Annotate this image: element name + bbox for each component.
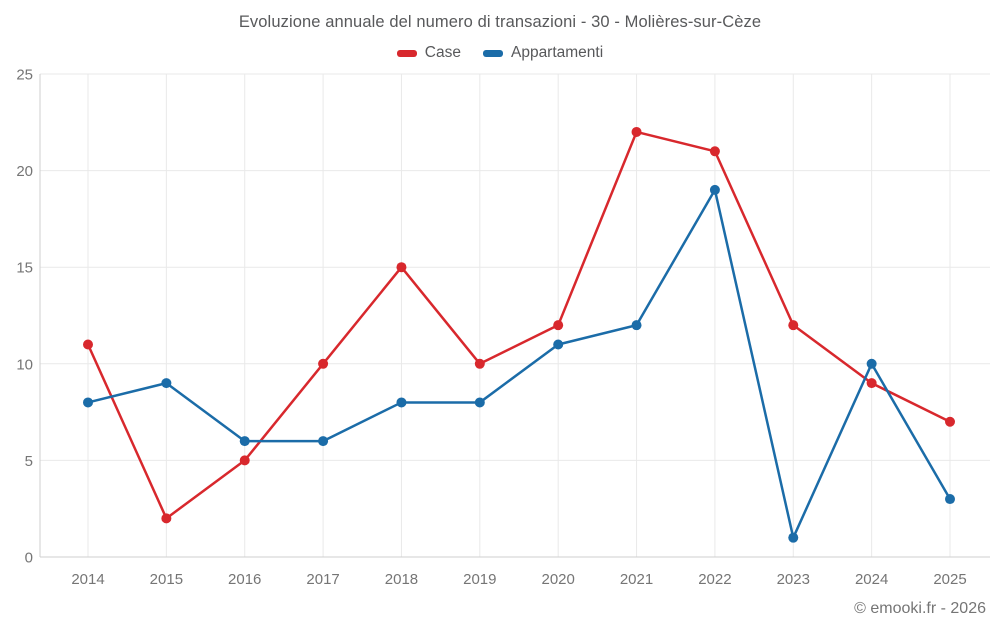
- x-tick-label-2024: 2024: [855, 571, 888, 588]
- data-point-case-2016[interactable]: [239, 455, 250, 466]
- legend-item-appartamenti[interactable]: Appartamenti: [482, 44, 604, 62]
- x-tick-label-2019: 2019: [463, 571, 496, 588]
- x-tick-label-2025: 2025: [933, 571, 966, 588]
- legend-item-case[interactable]: Case: [396, 44, 461, 62]
- legend-label-appartamenti: Appartamenti: [510, 44, 604, 61]
- x-tick-label-2020: 2020: [541, 571, 574, 588]
- data-point-appartamenti-2023[interactable]: [788, 532, 799, 543]
- y-tick-label-5: 5: [25, 453, 33, 470]
- data-point-case-2015[interactable]: [161, 513, 172, 524]
- data-point-appartamenti-2022[interactable]: [709, 184, 720, 195]
- data-point-appartamenti-2015[interactable]: [161, 378, 172, 389]
- x-tick-label-2022: 2022: [698, 571, 731, 588]
- data-point-case-2021[interactable]: [631, 126, 642, 137]
- x-tick-label-2015: 2015: [150, 571, 183, 588]
- copyright-watermark: © emooki.fr - 2026: [854, 600, 986, 617]
- series-line-case: [86, 130, 952, 520]
- data-point-appartamenti-2024[interactable]: [866, 358, 877, 369]
- data-point-appartamenti-2021[interactable]: [631, 320, 642, 331]
- data-point-case-2014[interactable]: [83, 339, 93, 350]
- legend-label-case: Case: [424, 44, 461, 61]
- data-point-case-2019[interactable]: [474, 358, 485, 369]
- y-tick-label-20: 20: [16, 163, 33, 180]
- data-point-case-2018[interactable]: [396, 262, 407, 273]
- data-point-appartamenti-2020[interactable]: [553, 339, 564, 350]
- chart-title: Evoluzione annuale del numero di transaz…: [238, 13, 762, 31]
- data-point-case-2017[interactable]: [318, 358, 329, 369]
- data-point-appartamenti-2025[interactable]: [945, 494, 955, 505]
- y-tick-label-15: 15: [16, 260, 33, 277]
- x-tick-label-2018: 2018: [385, 571, 418, 588]
- legend-swatch-appartamenti: [482, 49, 503, 57]
- x-tick-label-2014: 2014: [71, 571, 104, 588]
- data-point-appartamenti-2014[interactable]: [83, 397, 93, 408]
- x-tick-label-2023: 2023: [777, 571, 810, 588]
- y-tick-label-0: 0: [25, 550, 33, 567]
- y-tick-label-25: 25: [16, 67, 33, 84]
- data-point-case-2022[interactable]: [709, 146, 720, 157]
- x-tick-label-2016: 2016: [228, 571, 261, 588]
- data-point-appartamenti-2019[interactable]: [474, 397, 485, 408]
- data-point-appartamenti-2018[interactable]: [396, 397, 407, 408]
- x-tick-label-2017: 2017: [306, 571, 339, 588]
- data-point-case-2020[interactable]: [553, 320, 564, 331]
- x-tick-label-2021: 2021: [620, 571, 653, 588]
- series-line-appartamenti: [86, 188, 952, 539]
- data-point-case-2025[interactable]: [945, 416, 955, 427]
- data-point-case-2024[interactable]: [866, 378, 877, 389]
- y-tick-label-10: 10: [16, 356, 33, 373]
- chart-legend: Case Appartamenti: [0, 42, 1000, 64]
- data-point-appartamenti-2017[interactable]: [318, 436, 329, 447]
- legend-swatch-case: [396, 49, 417, 57]
- data-point-case-2023[interactable]: [788, 320, 799, 331]
- data-point-appartamenti-2016[interactable]: [239, 436, 250, 447]
